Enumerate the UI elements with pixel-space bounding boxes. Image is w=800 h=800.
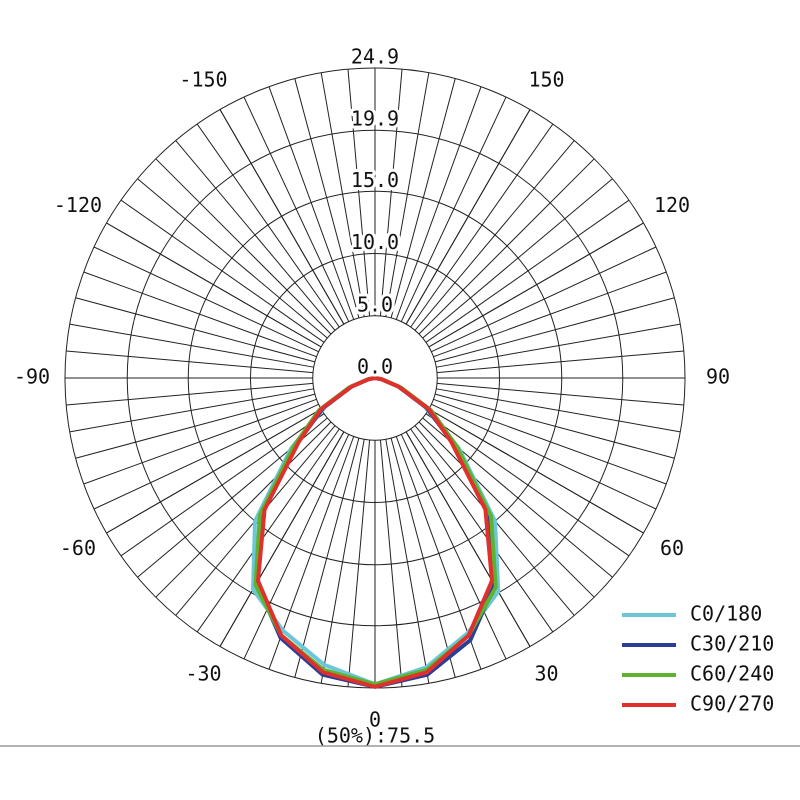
- ring-grid-line: [250, 253, 500, 503]
- minor-spoke: [379, 439, 403, 687]
- minor-spoke: [434, 393, 675, 459]
- minor-spoke: [120, 199, 325, 343]
- minor-spoke: [436, 350, 684, 374]
- minor-spoke: [294, 78, 360, 319]
- minor-spoke: [66, 382, 314, 406]
- minor-spoke: [395, 436, 482, 670]
- angle-grid-line: [428, 222, 644, 348]
- minor-spoke: [66, 350, 314, 374]
- minor-spoke: [418, 421, 595, 598]
- minor-spoke: [83, 271, 317, 358]
- legend-label: C90/270: [690, 692, 774, 716]
- minor-spoke: [69, 388, 314, 433]
- minor-spoke: [155, 158, 332, 335]
- annotation: (50%):75.5: [315, 724, 435, 748]
- minor-spoke: [268, 86, 355, 320]
- minor-spoke: [433, 271, 667, 358]
- angle-tick-label: -150: [179, 67, 227, 91]
- minor-spoke: [294, 437, 360, 678]
- ring-grid-line: [187, 190, 563, 566]
- angle-tick-label: 30: [534, 662, 558, 686]
- minor-spoke: [196, 123, 340, 328]
- ring-grid-line: [126, 129, 624, 627]
- minor-spoke: [379, 69, 403, 317]
- minor-spoke: [418, 158, 595, 335]
- minor-spoke: [425, 199, 630, 343]
- angle-tick-label: -120: [54, 193, 102, 217]
- minor-spoke: [320, 72, 365, 317]
- angle-tick-label: 60: [660, 536, 684, 560]
- minor-spoke: [93, 246, 319, 353]
- minor-spoke: [433, 398, 667, 485]
- minor-spoke: [395, 86, 482, 320]
- angle-grid-line: [106, 222, 322, 348]
- minor-spoke: [410, 123, 554, 328]
- curves: [251, 376, 501, 689]
- angle-tick-label: -30: [185, 662, 221, 686]
- polar-grid: [64, 67, 686, 689]
- angle-tick-label: 120: [654, 193, 690, 217]
- radial-tick-label: 19.9: [351, 107, 399, 131]
- intensity-curve: [256, 376, 494, 689]
- minor-spoke: [436, 323, 681, 368]
- angle-grid-line: [219, 109, 345, 325]
- minor-spoke: [155, 421, 332, 598]
- minor-spoke: [75, 297, 316, 363]
- angle-tick-label: 150: [528, 67, 564, 91]
- minor-spoke: [425, 413, 630, 557]
- minor-spoke: [436, 382, 684, 406]
- minor-spoke: [390, 78, 456, 319]
- angle-tick-label: 90: [706, 365, 730, 389]
- angle-tick-label: 0: [369, 708, 381, 732]
- minor-spoke: [243, 96, 350, 322]
- angle-tick-label: -60: [60, 536, 96, 560]
- minor-spoke: [431, 246, 657, 353]
- legend-label: C30/210: [690, 632, 774, 656]
- minor-spoke: [347, 439, 371, 687]
- angle-grid-line: [219, 431, 345, 647]
- angle-grid-line: [106, 408, 322, 534]
- radial-tick-label: 5.0: [357, 292, 393, 316]
- minor-spoke: [434, 297, 675, 363]
- legend: C0/180 C30/210 C60/240 C90/270: [622, 602, 774, 716]
- minor-spoke: [83, 398, 317, 485]
- angle-grid-line: [405, 109, 531, 325]
- minor-spoke: [347, 69, 371, 317]
- radial-tick-label: 10.0: [351, 230, 399, 254]
- radial-tick-label: 0.0: [357, 355, 393, 379]
- minor-spoke: [243, 434, 350, 660]
- minor-spoke: [120, 413, 325, 557]
- legend-label: C60/240: [690, 662, 774, 686]
- labels: -150 -120 -90 -60 -30 0 30 60 90 120 150 0.0 5.0 10.0…: [14, 42, 730, 732]
- ring-grid-line: [312, 315, 438, 441]
- legend-label: C0/180: [690, 602, 762, 626]
- minor-spoke: [400, 434, 507, 660]
- radial-tick-label: 24.9: [351, 45, 399, 69]
- minor-spoke: [93, 403, 319, 510]
- minor-spoke: [75, 393, 316, 459]
- minor-spoke: [196, 428, 340, 633]
- minor-spoke: [422, 178, 613, 339]
- intensity-curve: [251, 376, 501, 687]
- minor-spoke: [385, 439, 430, 684]
- minor-spoke: [175, 140, 336, 331]
- minor-spoke: [410, 428, 554, 633]
- minor-spoke: [400, 96, 507, 322]
- minor-spoke: [414, 140, 575, 331]
- radial-tick-label: 15.0: [351, 168, 399, 192]
- minor-spoke: [69, 323, 314, 368]
- angle-grid-line: [428, 408, 644, 534]
- minor-spoke: [431, 403, 657, 510]
- minor-spoke: [390, 437, 456, 678]
- angle-tick-label: -90: [14, 365, 50, 389]
- minor-spoke: [137, 178, 328, 339]
- minor-spoke: [436, 388, 681, 433]
- minor-spoke: [320, 439, 365, 684]
- angle-grid-line: [405, 431, 531, 647]
- minor-spoke: [385, 72, 430, 317]
